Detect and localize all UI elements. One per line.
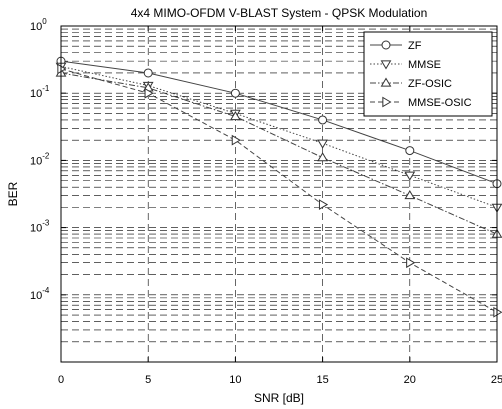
series-mmse-osic <box>57 63 502 318</box>
legend-marker <box>381 40 391 50</box>
x-tick-label: 15 <box>316 374 328 386</box>
series-line <box>60 60 498 185</box>
data-point <box>230 111 241 121</box>
x-tick-label: 10 <box>229 374 241 386</box>
y-tick-label: 100 <box>30 17 47 33</box>
y-tick-label: 10-1 <box>30 84 50 100</box>
data-point <box>493 306 502 318</box>
series-line <box>60 72 498 235</box>
data-point <box>57 63 67 75</box>
x-tick-label: 5 <box>145 374 151 386</box>
legend-label: MMSE-OSIC <box>408 97 472 109</box>
legend-label: ZF <box>408 40 422 52</box>
series-layer <box>55 56 502 318</box>
y-tick-label: 10-4 <box>30 286 50 302</box>
y-axis-label: BER <box>6 181 20 206</box>
legend-label: ZF-OSIC <box>408 78 452 90</box>
y-tick-label: 10-3 <box>30 219 50 235</box>
series-line <box>60 68 498 313</box>
data-point <box>404 171 416 181</box>
data-point <box>404 190 416 200</box>
plot-frame <box>60 25 498 363</box>
data-point <box>406 257 416 269</box>
data-point <box>143 68 153 78</box>
chart-title: 4x4 MIMO-OFDM V-BLAST System - QPSK Modu… <box>131 6 428 20</box>
legend: ZF MMSE ZF-OSIC MMSE-OSIC <box>363 31 493 117</box>
data-point <box>318 115 328 125</box>
legend-marker <box>380 77 392 87</box>
data-point <box>144 87 154 99</box>
legend-marker <box>382 96 392 108</box>
series-line <box>60 65 498 208</box>
legend-label: MMSE <box>408 59 441 71</box>
y-tick-label: 10-2 <box>30 151 50 167</box>
data-point <box>405 146 415 156</box>
x-tick-label: 25 <box>491 374 502 386</box>
x-axis-label: SNR [dB] <box>254 391 304 405</box>
axis-ticks: 0 5 10 15 20 25 100 10-1 10-2 10-3 10-4 <box>30 17 502 386</box>
data-point <box>317 139 328 149</box>
data-point <box>317 152 328 162</box>
data-point <box>231 134 241 146</box>
x-tick-label: 0 <box>58 374 64 386</box>
legend-marker <box>380 60 392 70</box>
x-tick-label: 20 <box>404 374 416 386</box>
data-point <box>318 199 329 210</box>
data-point <box>230 88 240 98</box>
